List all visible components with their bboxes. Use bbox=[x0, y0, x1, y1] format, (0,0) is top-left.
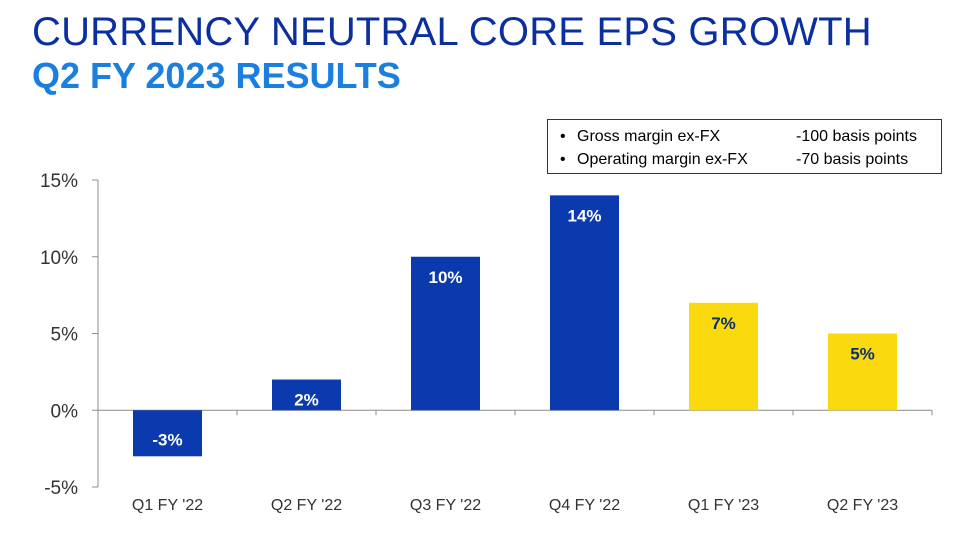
note-value: -100 basis points bbox=[796, 128, 917, 145]
margin-notes-box: • Gross margin ex-FX -100 basis points •… bbox=[547, 119, 942, 174]
x-category-label: Q3 FY '22 bbox=[410, 497, 481, 514]
x-category-label: Q2 FY '22 bbox=[271, 497, 342, 514]
bar bbox=[411, 256, 480, 411]
note-label: Gross margin ex-FX bbox=[577, 128, 721, 145]
bar bbox=[133, 410, 202, 457]
note-row-gross-margin: • Gross margin ex-FX -100 basis points bbox=[560, 125, 941, 148]
x-category-label: Q4 FY '22 bbox=[549, 497, 620, 514]
x-category-label: Q1 FY '22 bbox=[132, 497, 203, 514]
bar bbox=[550, 195, 619, 411]
note-row-operating-margin: • Operating margin ex-FX -70 basis point… bbox=[560, 148, 941, 171]
bar-data-label: 2% bbox=[294, 391, 319, 410]
page-subtitle: Q2 FY 2023 RESULTS bbox=[32, 55, 401, 96]
x-category-label: Q2 FY '23 bbox=[827, 497, 898, 514]
y-tick-label: -5% bbox=[44, 478, 78, 499]
y-tick-label: 15% bbox=[40, 171, 78, 192]
bar bbox=[828, 333, 897, 411]
bar bbox=[689, 302, 758, 411]
note-label: Operating margin ex-FX bbox=[577, 151, 748, 168]
page-title: CURRENCY NEUTRAL CORE EPS GROWTH bbox=[32, 10, 872, 54]
y-tick-label: 0% bbox=[51, 401, 79, 422]
bar bbox=[272, 379, 341, 411]
y-tick-label: 5% bbox=[51, 325, 79, 346]
bullet-icon: • bbox=[560, 151, 566, 168]
bar-data-label: 14% bbox=[567, 206, 601, 225]
bar-data-label: -3% bbox=[152, 430, 182, 449]
bar-data-label: 10% bbox=[428, 268, 462, 287]
note-value: -70 basis points bbox=[796, 151, 909, 168]
y-tick-label: 10% bbox=[40, 248, 78, 269]
x-category-label: Q1 FY '23 bbox=[688, 497, 759, 514]
bar-data-label: 7% bbox=[711, 314, 736, 333]
bullet-icon: • bbox=[560, 128, 566, 145]
bar-data-label: 5% bbox=[850, 345, 875, 364]
